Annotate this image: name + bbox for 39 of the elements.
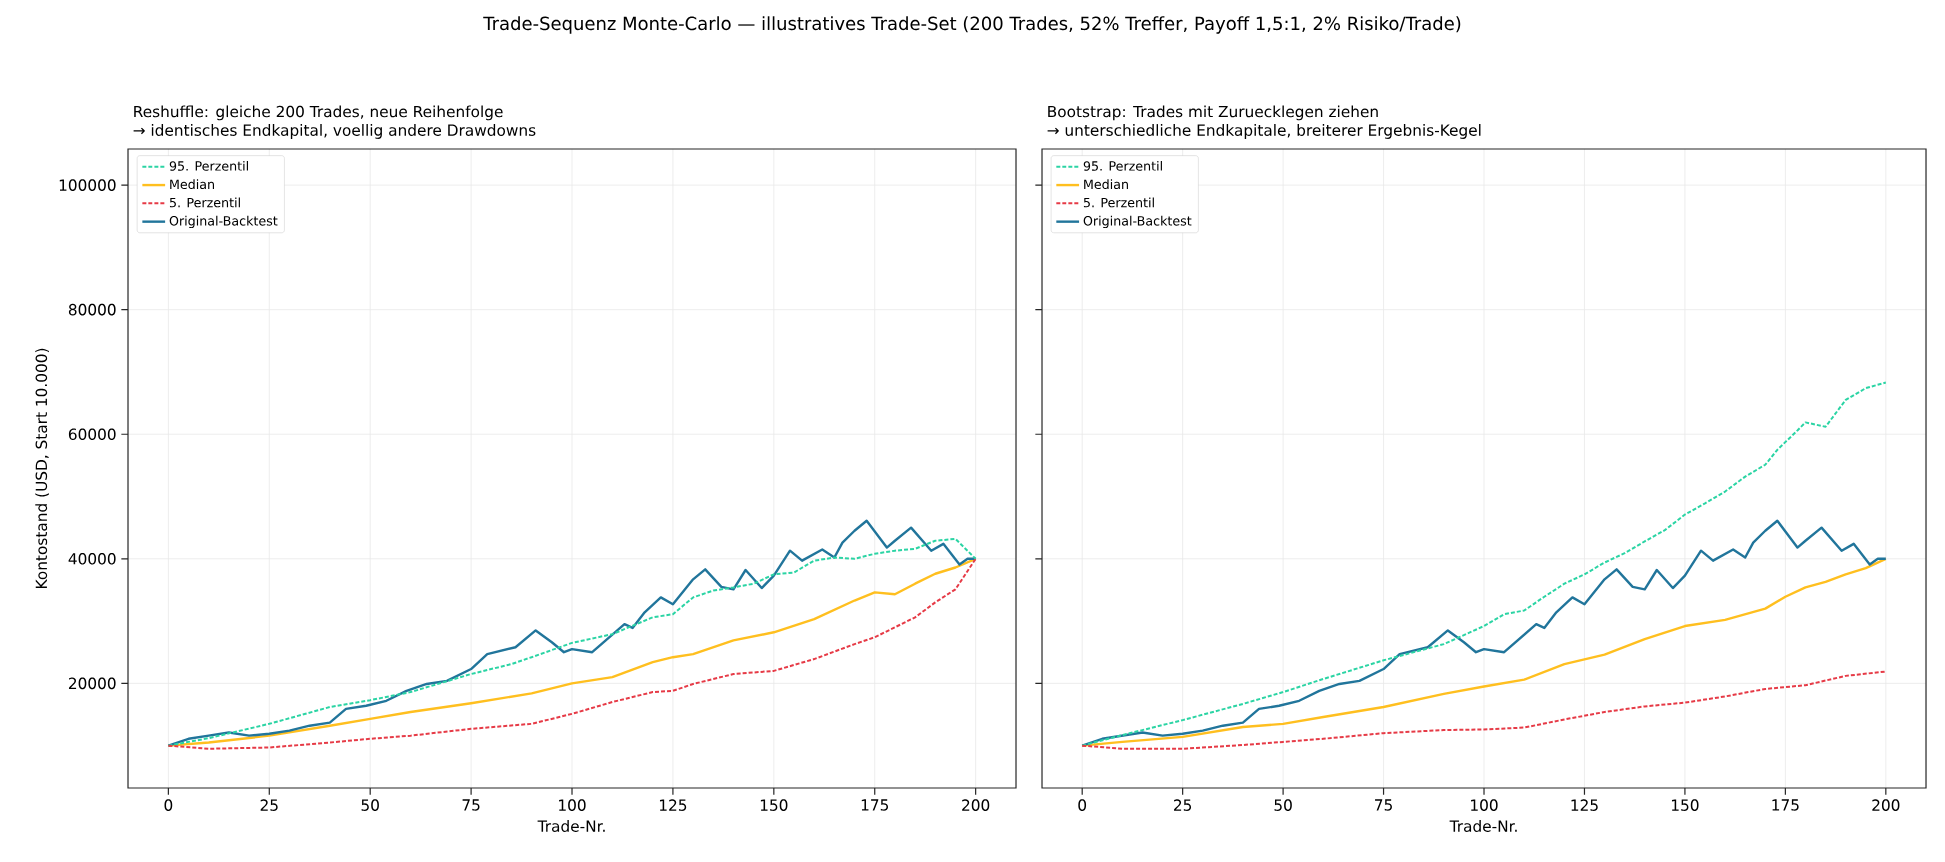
x-tick-label: 150	[1671, 799, 1699, 811]
legend-label: 95. Perzentil	[1083, 160, 1162, 171]
x-tick-label: 75	[1375, 799, 1392, 811]
x-tick-label: 125	[659, 799, 687, 811]
chart-title: Bootstrap: Trades mit Zuruecklegen ziehen	[1048, 105, 1378, 121]
y-tick-label: 60000	[68, 428, 116, 441]
legend-label: Original-Backtest	[169, 215, 278, 229]
x-tick-label: 50	[1274, 799, 1292, 811]
chart-title: Reshuffle: gleiche 200 Trades, neue Reihenfolge	[134, 105, 503, 121]
y-tick-label: 100000	[59, 179, 116, 191]
legend-label: Original-Backtest	[1083, 215, 1192, 229]
y-axis-title: Kontostand (USD, Start 10.000)	[35, 348, 49, 588]
chart-subtitle: → identisches Endkapital, voellig andere Drawdowns	[133, 124, 536, 139]
x-tick-label: 100	[1471, 799, 1498, 811]
x-tick-label: 0	[164, 799, 173, 811]
x-axis-title: Trade-Nr.	[537, 820, 605, 832]
x-tick-label: 25	[260, 799, 278, 811]
legend-label: 5. Perzentil	[1083, 197, 1154, 208]
y-tick-label: 40000	[68, 553, 116, 565]
x-tick-label: 50	[361, 799, 379, 811]
y-tick-label: 20000	[68, 677, 116, 690]
chart-subtitle: → unterschiedliche Endkapitale, breiterer Ergebnis-Kegel	[1047, 124, 1481, 139]
legend-label: Median	[170, 179, 214, 190]
legend-label: 95. Perzentil	[169, 160, 248, 171]
legend-label: Median	[1084, 179, 1128, 190]
x-axis-title: Trade-Nr.	[1449, 820, 1517, 832]
x-tick-label: 0	[1078, 799, 1087, 811]
legend-label: 5. Perzentil	[169, 197, 240, 208]
x-tick-label: 175	[861, 799, 889, 811]
x-tick-label: 175	[1772, 799, 1799, 811]
x-tick-label: 200	[1872, 799, 1900, 811]
x-tick-label: 200	[962, 799, 990, 811]
y-tick-label: 80000	[68, 303, 116, 316]
x-tick-label: 25	[1174, 799, 1192, 811]
x-tick-label: 125	[1571, 799, 1598, 811]
x-tick-label: 100	[559, 799, 586, 811]
text: Trade-Sequenz Monte-Carlo — illustratives Trade-Set (200 Trades, 52% Treffer, Payoff 1,5:1, 2% Risiko/Trade)	[483, 16, 1461, 34]
x-tick-label: 150	[760, 799, 788, 811]
x-tick-label: 75	[462, 799, 480, 811]
